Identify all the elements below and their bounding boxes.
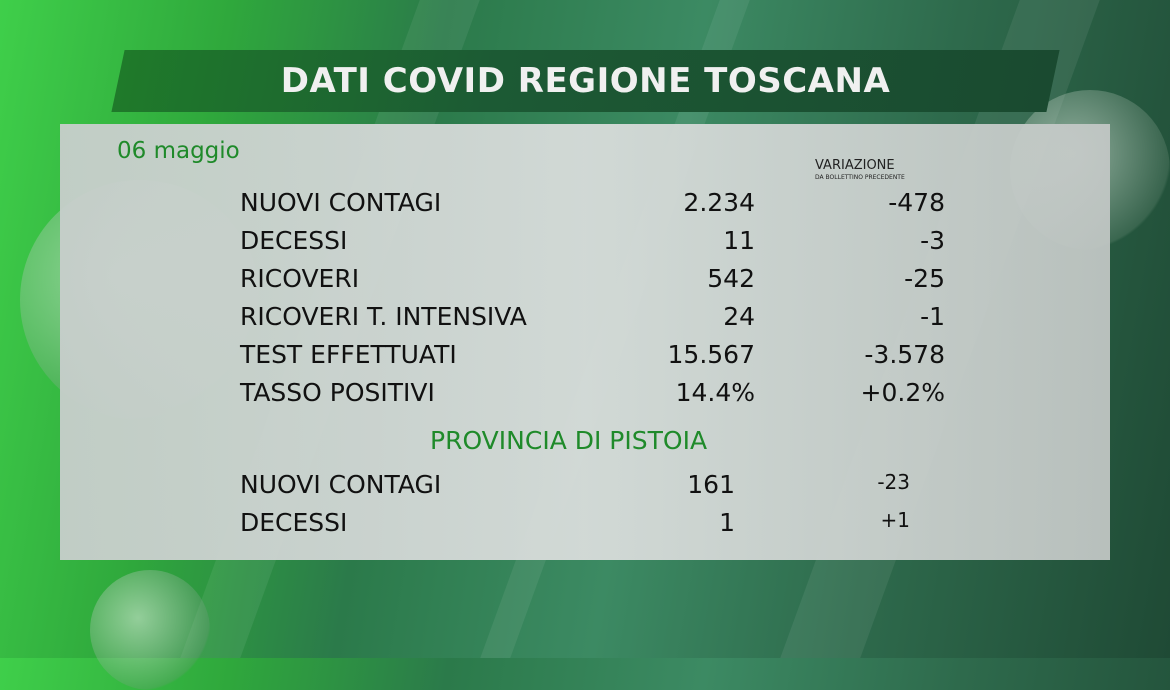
row-delta: -1 xyxy=(920,302,945,331)
row-label: DECESSI xyxy=(240,226,348,255)
table-row: RICOVERI 542 -25 xyxy=(240,264,945,300)
row-label: TASSO POSITIVI xyxy=(240,378,435,407)
row-label: TEST EFFETTUATI xyxy=(240,340,457,369)
table-row: DECESSI 11 -3 xyxy=(240,226,945,262)
table-row: TEST EFFETTUATI 15.567 -3.578 xyxy=(240,340,945,376)
row-value: 161 xyxy=(687,470,735,499)
page-title: DATI COVID REGIONE TOSCANA xyxy=(280,61,891,101)
province-title: PROVINCIA DI PISTOIA xyxy=(430,426,708,455)
table-row: NUOVI CONTAGI 2.234 -478 xyxy=(240,188,945,224)
row-value: 15.567 xyxy=(667,340,755,369)
variation-header: VARIAZIONE DA BOLLETTINO PRECEDENTE xyxy=(815,158,905,181)
row-value: 1 xyxy=(719,508,735,537)
row-delta: -25 xyxy=(904,264,945,293)
row-label: DECESSI xyxy=(240,508,348,537)
table-row: RICOVERI T. INTENSIVA 24 -1 xyxy=(240,302,945,338)
row-label: NUOVI CONTAGI xyxy=(240,470,442,499)
row-delta: -478 xyxy=(888,188,945,217)
row-delta: +0.2% xyxy=(860,378,945,407)
row-label: RICOVERI xyxy=(240,264,360,293)
row-value: 11 xyxy=(723,226,755,255)
row-label: NUOVI CONTAGI xyxy=(240,188,442,217)
row-delta: +1 xyxy=(880,508,910,532)
row-delta: -3 xyxy=(920,226,945,255)
variation-subtitle: DA BOLLETTINO PRECEDENTE xyxy=(815,174,905,181)
row-value: 24 xyxy=(723,302,755,331)
table-row: TASSO POSITIVI 14.4% +0.2% xyxy=(240,378,945,414)
row-label: RICOVERI T. INTENSIVA xyxy=(240,302,527,331)
table-row: NUOVI CONTAGI 161 -23 xyxy=(240,470,945,506)
date-label: 06 maggio xyxy=(117,138,240,164)
row-value: 2.234 xyxy=(683,188,755,217)
data-panel xyxy=(60,124,1110,560)
row-value: 14.4% xyxy=(675,378,755,407)
variation-title: VARIAZIONE xyxy=(815,158,895,173)
row-delta: -3.578 xyxy=(864,340,945,369)
row-value: 542 xyxy=(707,264,755,293)
virus-image xyxy=(90,570,210,690)
table-row: DECESSI 1 +1 xyxy=(240,508,945,544)
row-delta: -23 xyxy=(877,470,910,494)
